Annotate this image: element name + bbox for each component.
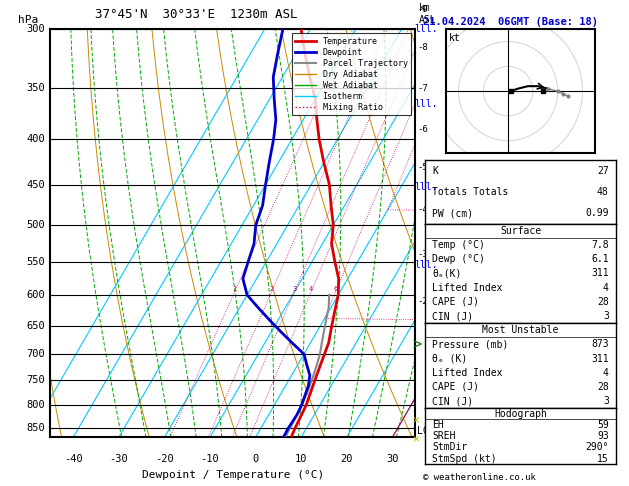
Text: 550: 550 (26, 257, 45, 266)
Text: 20: 20 (340, 454, 353, 464)
Text: -2: -2 (417, 297, 428, 306)
Text: 59: 59 (597, 420, 609, 430)
Text: ✕: ✕ (413, 435, 420, 445)
Text: θₑ(K): θₑ(K) (432, 268, 462, 278)
Text: 7.8: 7.8 (591, 240, 609, 250)
Text: 311: 311 (591, 354, 609, 364)
Text: Surface: Surface (500, 226, 541, 236)
Text: lll.: lll. (414, 260, 437, 270)
Text: EH: EH (432, 420, 444, 430)
Text: 311: 311 (591, 268, 609, 278)
Text: lll.: lll. (414, 100, 437, 109)
Text: 450: 450 (26, 180, 45, 190)
Text: 48: 48 (597, 187, 609, 197)
Text: kt: kt (449, 33, 461, 43)
Text: 28: 28 (597, 382, 609, 392)
Text: >: > (413, 338, 422, 352)
Text: 21.04.2024  06GMT (Base: 18): 21.04.2024 06GMT (Base: 18) (423, 17, 598, 27)
Text: StmSpd (kt): StmSpd (kt) (432, 453, 497, 464)
Text: 0.99: 0.99 (585, 208, 609, 218)
Text: CIN (J): CIN (J) (432, 396, 474, 406)
Text: 800: 800 (26, 400, 45, 410)
Text: 750: 750 (26, 376, 45, 385)
Text: -40: -40 (64, 454, 82, 464)
Text: Lifted Index: Lifted Index (432, 282, 503, 293)
Text: hPa: hPa (18, 15, 38, 25)
Text: 873: 873 (591, 339, 609, 349)
Text: 93: 93 (597, 431, 609, 441)
Text: 37°45'N  30°33'E  1230m ASL: 37°45'N 30°33'E 1230m ASL (95, 8, 298, 21)
Text: 6.1: 6.1 (591, 254, 609, 264)
Text: 1: 1 (233, 286, 237, 292)
Text: Dewpoint / Temperature (°C): Dewpoint / Temperature (°C) (142, 470, 324, 480)
Text: Mixing Ratio (g/kg): Mixing Ratio (g/kg) (447, 177, 457, 289)
Text: ✕: ✕ (413, 416, 420, 425)
Text: CAPE (J): CAPE (J) (432, 297, 479, 307)
Text: θₑ (K): θₑ (K) (432, 354, 467, 364)
Text: 350: 350 (26, 83, 45, 93)
Text: km
ASL: km ASL (419, 3, 437, 25)
Text: 28: 28 (597, 297, 609, 307)
Text: 500: 500 (26, 220, 45, 230)
Text: 4: 4 (603, 368, 609, 378)
Text: 400: 400 (26, 135, 45, 144)
Text: -9: -9 (417, 5, 428, 14)
Text: 4: 4 (309, 286, 313, 292)
Text: K: K (432, 166, 438, 176)
Text: Dewp (°C): Dewp (°C) (432, 254, 485, 264)
Text: -8: -8 (417, 43, 428, 52)
Text: 600: 600 (26, 290, 45, 300)
Text: 30: 30 (386, 454, 399, 464)
Text: -3: -3 (417, 250, 428, 259)
Text: CAPE (J): CAPE (J) (432, 382, 479, 392)
Text: lll.: lll. (414, 24, 437, 34)
Text: 6: 6 (333, 286, 338, 292)
Text: lll.: lll. (414, 182, 437, 192)
Text: 27: 27 (597, 166, 609, 176)
Text: -4: -4 (417, 205, 428, 214)
Text: 700: 700 (26, 349, 45, 359)
Text: 290°: 290° (585, 442, 609, 452)
Text: 300: 300 (26, 24, 45, 34)
Text: © weatheronline.co.uk: © weatheronline.co.uk (423, 473, 535, 482)
Text: 3: 3 (603, 396, 609, 406)
Text: CIN (J): CIN (J) (432, 311, 474, 321)
Text: -6: -6 (417, 125, 428, 134)
Text: LCL: LCL (417, 426, 435, 436)
Text: 15: 15 (597, 453, 609, 464)
Text: Most Unstable: Most Unstable (482, 325, 559, 335)
Text: -20: -20 (155, 454, 174, 464)
Text: Totals Totals: Totals Totals (432, 187, 509, 197)
Text: 3: 3 (603, 311, 609, 321)
Text: -10: -10 (201, 454, 220, 464)
Text: 10: 10 (295, 454, 308, 464)
Text: 850: 850 (26, 423, 45, 434)
Text: 0: 0 (252, 454, 259, 464)
Legend: Temperature, Dewpoint, Parcel Trajectory, Dry Adiabat, Wet Adiabat, Isotherm, Mi: Temperature, Dewpoint, Parcel Trajectory… (292, 34, 411, 116)
Text: -5: -5 (417, 163, 428, 172)
Text: 4: 4 (603, 282, 609, 293)
Text: StmDir: StmDir (432, 442, 467, 452)
Text: Hodograph: Hodograph (494, 409, 547, 419)
Text: 3: 3 (292, 286, 296, 292)
Text: -7: -7 (417, 84, 428, 93)
Text: 650: 650 (26, 321, 45, 330)
Text: Pressure (mb): Pressure (mb) (432, 339, 509, 349)
Text: Temp (°C): Temp (°C) (432, 240, 485, 250)
Text: 2: 2 (269, 286, 274, 292)
Text: PW (cm): PW (cm) (432, 208, 474, 218)
Text: -30: -30 (109, 454, 128, 464)
Text: Lifted Index: Lifted Index (432, 368, 503, 378)
Text: SREH: SREH (432, 431, 456, 441)
